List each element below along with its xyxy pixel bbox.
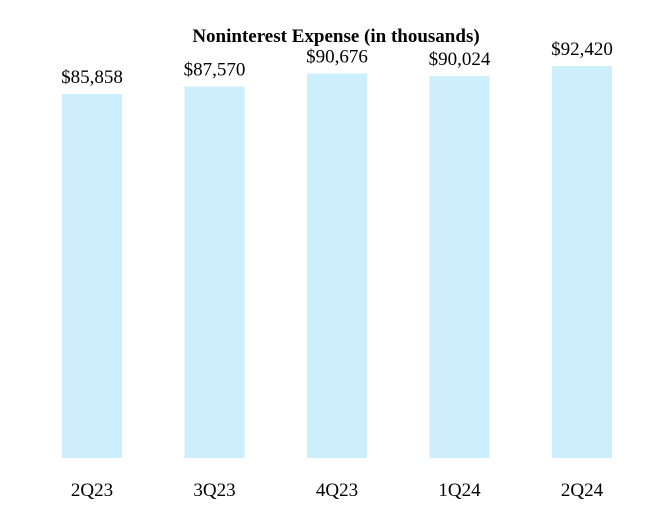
- bar-2q23: [62, 93, 122, 459]
- tick-label-2q23: 2Q23: [71, 480, 113, 501]
- bar-4q23: [307, 73, 367, 458]
- bar-3q23: [184, 86, 245, 458]
- bar-1q24: [429, 76, 490, 458]
- tick-label-1q24: 1Q24: [438, 480, 481, 501]
- tick-label-2q24: 2Q24: [561, 480, 604, 501]
- chart-title: Noninterest Expense (in thousands): [192, 26, 480, 47]
- data-label-4q23: $90,676: [306, 47, 368, 68]
- tick-label-4q23: 4Q23: [316, 480, 358, 501]
- data-label-2q23: $85,858: [61, 67, 123, 88]
- tick-label-3q23: 3Q23: [193, 480, 235, 501]
- data-label-1q24: $90,024: [429, 49, 491, 70]
- data-label-2q24: $92,420: [551, 39, 613, 60]
- data-label-3q23: $87,570: [184, 60, 246, 81]
- bars-layer: [62, 66, 612, 459]
- tick-labels-layer: 2Q23 3Q23 4Q23 1Q24 2Q24: [71, 480, 604, 501]
- bar-2q24: [552, 66, 612, 458]
- value-labels-layer: $85,858 $87,570 $90,676 $90,024 $92,420: [61, 39, 613, 88]
